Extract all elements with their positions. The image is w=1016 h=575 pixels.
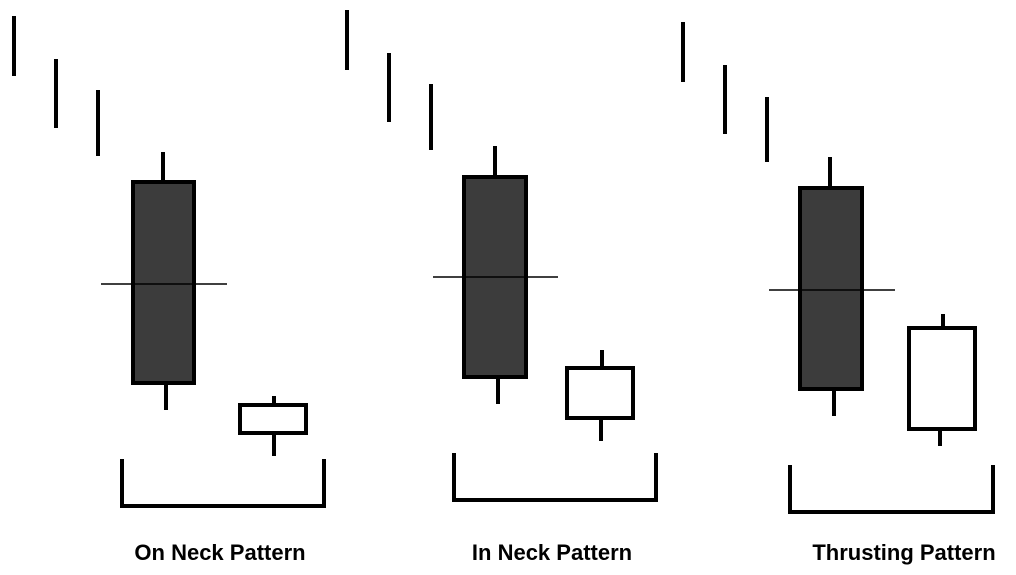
pattern-in-neck — [345, 10, 658, 502]
bullish-candle — [907, 314, 977, 446]
pattern-bracket — [120, 459, 326, 508]
bearish-candle — [798, 157, 864, 416]
downtrend-ticks — [12, 16, 100, 156]
candle-body — [238, 403, 308, 435]
candle-body — [565, 366, 635, 420]
candle-body — [907, 326, 977, 431]
pattern-thrusting — [681, 22, 995, 514]
pattern-bracket — [452, 453, 658, 502]
pattern-bracket — [788, 465, 995, 514]
pattern-label-in-neck: In Neck Pattern — [471, 540, 633, 565]
bearish-candle — [131, 152, 196, 410]
candle-body — [798, 186, 864, 391]
bullish-candle — [565, 350, 635, 441]
pattern-label-thrusting: Thrusting Pattern — [812, 540, 996, 565]
bullish-candle — [238, 396, 308, 456]
pattern-on-neck — [12, 16, 326, 508]
downtrend-ticks — [681, 22, 769, 162]
bearish-candle — [462, 146, 528, 404]
candle-body — [131, 180, 196, 385]
pattern-label-on-neck: On Neck Pattern — [134, 540, 306, 565]
downtrend-ticks — [345, 10, 433, 150]
